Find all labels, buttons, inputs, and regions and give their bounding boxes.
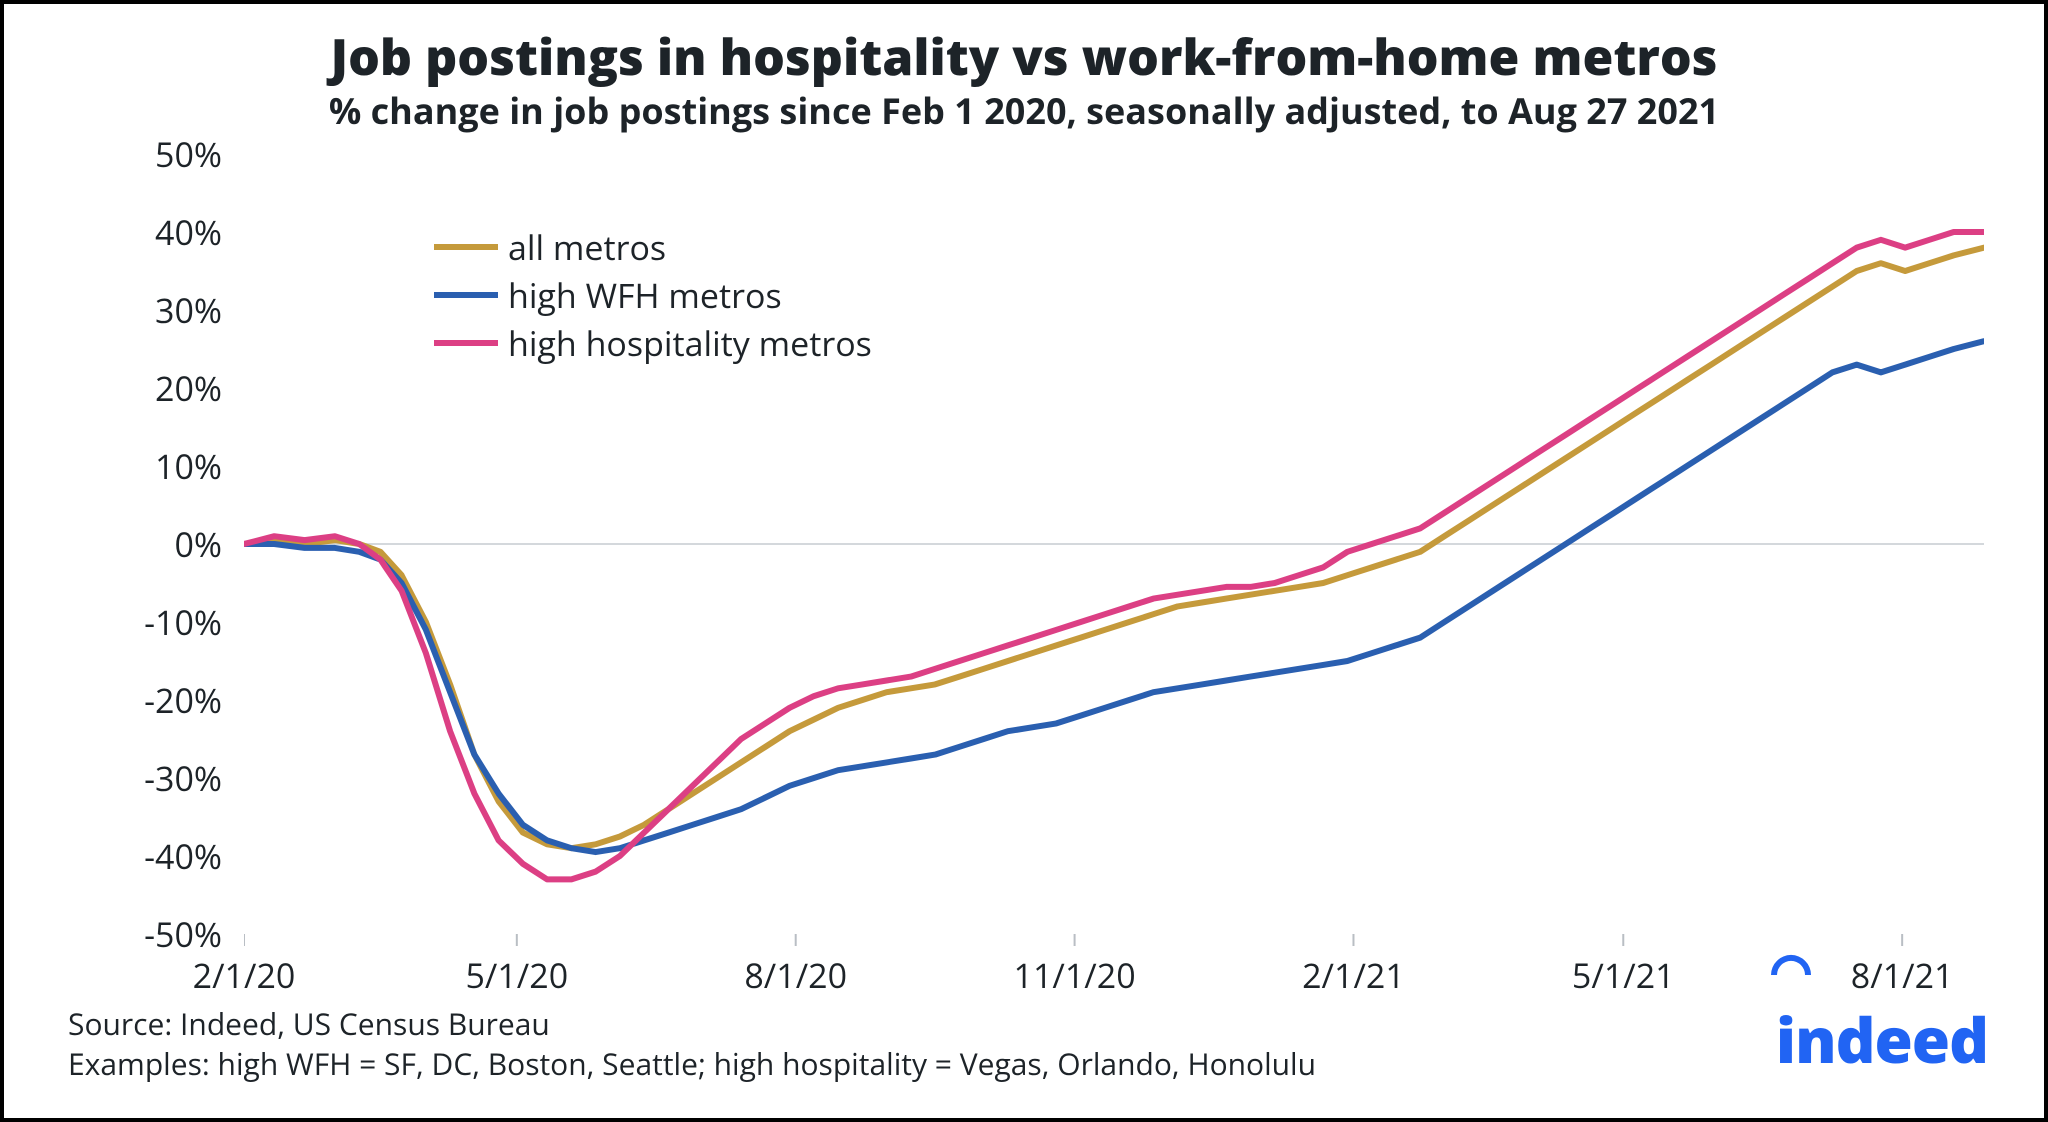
y-axis-tick-label: -50% bbox=[144, 911, 222, 957]
examples-text: Examples: high WFH = SF, DC, Boston, Sea… bbox=[68, 1043, 1316, 1084]
chart-frame: Job postings in hospitality vs work-from… bbox=[0, 0, 2048, 1122]
x-axis-tick-label: 5/1/21 bbox=[1572, 952, 1675, 998]
legend-swatch bbox=[434, 244, 498, 250]
x-axis-tick-label: 8/1/21 bbox=[1851, 952, 1954, 998]
legend-label: high WFH metros bbox=[508, 272, 782, 318]
x-axis-tick-label: 11/1/20 bbox=[1014, 952, 1136, 998]
y-axis-tick-label: 0% bbox=[174, 521, 222, 567]
x-axis-tick-label: 8/1/20 bbox=[744, 952, 847, 998]
y-axis-tick-label: 30% bbox=[155, 287, 222, 333]
y-axis-tick-label: -20% bbox=[144, 677, 222, 723]
legend-item: high hospitality metros bbox=[434, 320, 872, 366]
legend: all metroshigh WFH metroshigh hospitalit… bbox=[434, 224, 872, 368]
y-axis-tick-label: -10% bbox=[144, 599, 222, 645]
legend-item: all metros bbox=[434, 224, 872, 270]
y-axis-tick-label: 40% bbox=[155, 209, 222, 255]
y-axis-tick-label: 50% bbox=[155, 131, 222, 177]
chart-title: Job postings in hospitality vs work-from… bbox=[4, 22, 2044, 90]
legend-swatch bbox=[434, 340, 498, 346]
legend-label: all metros bbox=[508, 224, 666, 270]
x-axis-tick-label: 5/1/20 bbox=[465, 952, 568, 998]
y-axis-tick-label: -30% bbox=[144, 755, 222, 801]
y-axis-tick-label: 20% bbox=[155, 365, 222, 411]
y-axis-tick-label: -40% bbox=[144, 833, 222, 879]
indeed-logo: indeed bbox=[1776, 998, 1988, 1082]
x-axis-tick-label: 2/1/21 bbox=[1302, 952, 1405, 998]
source-text: Source: Indeed, US Census Bureau bbox=[68, 1003, 550, 1044]
x-axis-tick-label: 2/1/20 bbox=[193, 952, 296, 998]
chart-subtitle: % change in job postings since Feb 1 202… bbox=[4, 86, 2044, 135]
legend-label: high hospitality metros bbox=[508, 320, 872, 366]
legend-swatch bbox=[434, 292, 498, 298]
legend-item: high WFH metros bbox=[434, 272, 872, 318]
y-axis-tick-label: 10% bbox=[155, 443, 222, 489]
series-line-high-WFH-metros bbox=[244, 341, 1984, 852]
